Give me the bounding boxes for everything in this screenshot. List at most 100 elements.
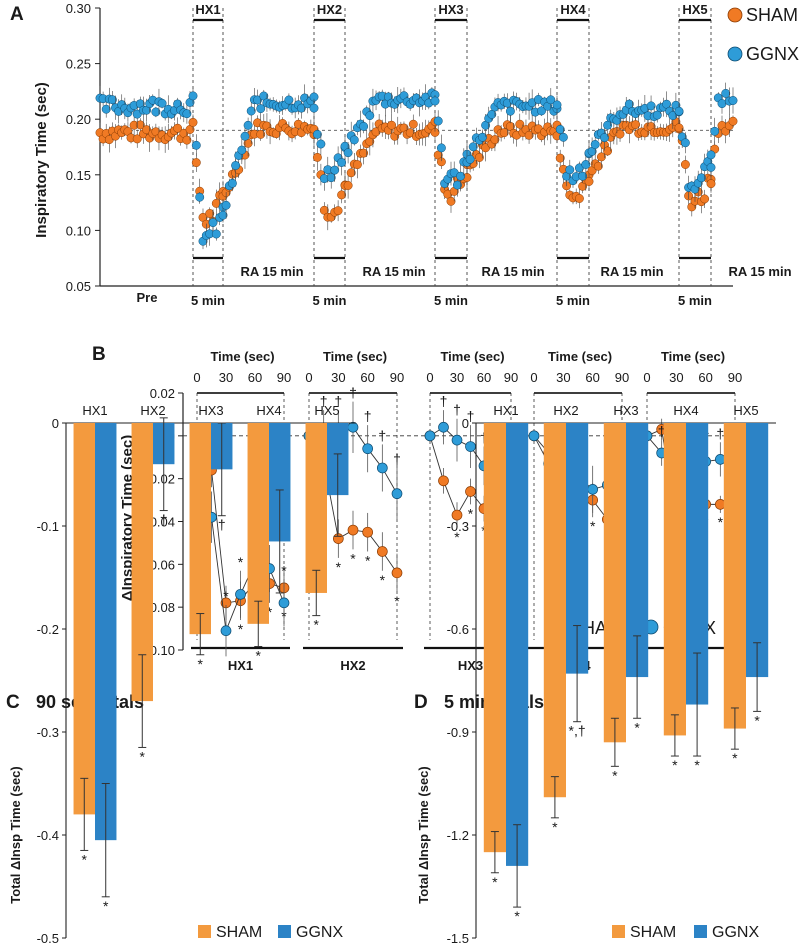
a-point-sham bbox=[211, 198, 221, 208]
panel-d-legend: SHAM GGNX bbox=[612, 924, 759, 941]
b-point-ggnx bbox=[528, 430, 540, 442]
panel-d-plot: 0 -0.3 -0.6 -0.9 -1.2 -1.5 HX1 * * HX2 * *,† HX3 * * HX… bbox=[447, 403, 776, 946]
a-point-sham bbox=[584, 177, 594, 186]
b-point-ggnx bbox=[235, 588, 246, 600]
legend-d-sham-swatch bbox=[612, 925, 625, 938]
b-time-tick: 0 bbox=[193, 370, 200, 385]
bar-y-tick-label: -0.3 bbox=[447, 519, 469, 534]
bar-sig-marker: * bbox=[672, 757, 678, 773]
bar-sig-marker: † bbox=[218, 517, 226, 533]
a-point-sham bbox=[337, 190, 347, 200]
a-point-sham bbox=[408, 119, 418, 129]
a-point-sham bbox=[205, 209, 215, 218]
bar-sig-marker: * bbox=[140, 748, 146, 764]
a-ra-label: RA 15 min bbox=[600, 264, 663, 279]
bar-y-tick-label: 0 bbox=[462, 416, 469, 431]
bar-sig-marker: * bbox=[314, 617, 320, 633]
b-sig-marker: † bbox=[393, 451, 401, 467]
b-point-sham bbox=[451, 509, 463, 521]
b-point-ggnx bbox=[465, 441, 476, 452]
a-point-ggnx bbox=[343, 148, 353, 158]
b-point-sham bbox=[376, 546, 388, 557]
legend-d-ggnx-swatch bbox=[694, 925, 707, 938]
bar-category-label: HX5 bbox=[733, 403, 758, 418]
bar-sham bbox=[305, 423, 327, 593]
a-point-ggnx bbox=[312, 129, 322, 139]
b-point-ggnx bbox=[587, 484, 599, 495]
bar-sham bbox=[603, 423, 626, 743]
a-point-ggnx bbox=[284, 95, 294, 105]
a-point-sham bbox=[343, 181, 353, 190]
bar-category-label: HX3 bbox=[198, 403, 223, 418]
a-point-ggnx bbox=[195, 192, 205, 202]
a-point-ggnx bbox=[505, 106, 515, 116]
a-point-ggnx bbox=[337, 158, 347, 167]
bar-ggnx bbox=[686, 423, 709, 705]
b-point-ggnx bbox=[362, 443, 374, 455]
a-point-sham bbox=[680, 160, 690, 169]
a-point-ggnx bbox=[452, 180, 462, 190]
panel-a-letter: A bbox=[10, 4, 24, 25]
bar-sig-marker: *,† bbox=[569, 723, 586, 739]
bar-ggnx bbox=[566, 423, 589, 674]
a-ra-label: RA 15 min bbox=[240, 264, 303, 279]
a-point-ggnx bbox=[188, 91, 198, 101]
b-point-ggnx bbox=[220, 625, 232, 637]
bar-sig-marker: * bbox=[634, 719, 640, 735]
a-point-ggnx bbox=[578, 171, 588, 181]
a-5min-label: 5 min bbox=[191, 293, 225, 308]
a-point-ggnx bbox=[552, 100, 562, 110]
a-point-ggnx bbox=[227, 178, 237, 188]
bar-sig-marker: * bbox=[754, 712, 760, 728]
legend-ggnx-label: GGNX bbox=[746, 44, 799, 64]
b-sig-marker: † bbox=[349, 385, 357, 401]
b-time-tick: 60 bbox=[477, 370, 491, 385]
b-point-ggnx bbox=[424, 430, 436, 442]
bar-sig-marker: * bbox=[694, 757, 700, 773]
a-point-ggnx bbox=[646, 101, 656, 111]
b-point-sham bbox=[438, 475, 449, 487]
a-point-ggnx bbox=[182, 109, 192, 119]
b-point-ggnx bbox=[451, 434, 463, 446]
b-point-sham bbox=[347, 524, 359, 536]
a-point-sham bbox=[593, 161, 603, 171]
b-point-sham bbox=[391, 567, 403, 579]
a-point-sham bbox=[596, 152, 606, 162]
b-time-tick: 30 bbox=[450, 370, 464, 385]
a-point-ggnx bbox=[253, 95, 262, 105]
a-point-sham bbox=[173, 123, 183, 133]
a-point-ggnx bbox=[710, 126, 720, 136]
a-point-ggnx bbox=[256, 104, 266, 114]
legend-c-ggnx-label: GGNX bbox=[296, 924, 343, 941]
a-point-ggnx bbox=[365, 111, 375, 121]
panel-c-plot: 0-0.1-0.2-0.3-0.4-0.5HX1**HX2*†HX3*†HX4*… bbox=[37, 403, 356, 946]
b-sig-marker: * bbox=[380, 572, 386, 588]
a-point-ggnx bbox=[706, 150, 716, 160]
bar-sham bbox=[483, 423, 506, 853]
b-sig-marker: † bbox=[378, 427, 386, 443]
bar-sig-marker: * bbox=[612, 767, 618, 783]
a-point-ggnx bbox=[600, 133, 609, 143]
panel-d: D 5 min totals Total ΔInsp Time (sec) 0-… bbox=[414, 403, 776, 946]
b-time-tick: 90 bbox=[390, 370, 404, 385]
b-hx-label: HX1 bbox=[228, 658, 253, 673]
b-point-ggnx bbox=[376, 462, 388, 474]
b-sig-marker: † bbox=[320, 393, 328, 409]
legend-sham-marker bbox=[727, 7, 743, 23]
a-point-sham bbox=[615, 129, 625, 139]
a-point-ggnx bbox=[558, 132, 568, 142]
a-point-sham bbox=[515, 119, 525, 129]
b-time-tick: 90 bbox=[615, 370, 629, 385]
a-point-ggnx bbox=[309, 103, 319, 113]
b-point-ggnx bbox=[347, 421, 359, 433]
a-point-sham bbox=[524, 130, 534, 140]
panel-c: C 90 sec totals Total ΔInsp Time (sec) 0… bbox=[6, 403, 356, 946]
bar-sig-marker: * bbox=[103, 898, 109, 914]
b-time-label: Time (sec) bbox=[323, 349, 387, 364]
b-sig-marker: * bbox=[718, 514, 724, 530]
b-time-tick: 0 bbox=[426, 370, 433, 385]
panel-c-legend: SHAM GGNX bbox=[198, 924, 343, 941]
bar-y-tick-label: -0.5 bbox=[37, 931, 59, 946]
b-time-tick: 0 bbox=[643, 370, 650, 385]
legend-d-sham-label: SHAM bbox=[630, 924, 676, 941]
